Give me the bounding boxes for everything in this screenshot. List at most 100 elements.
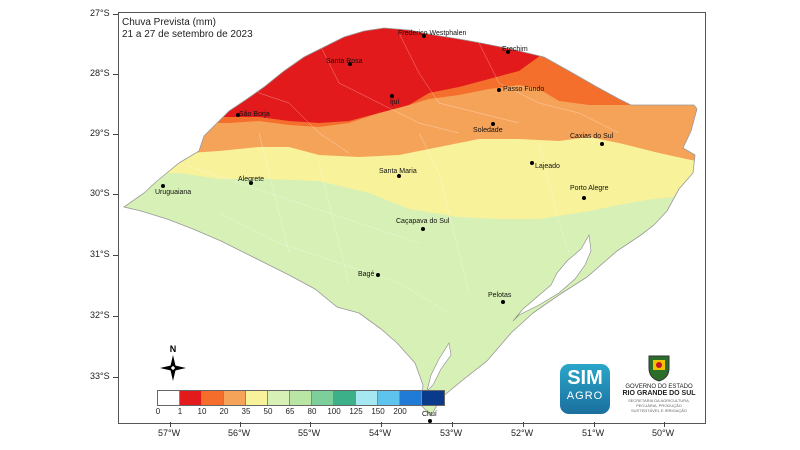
legend-label: 125 xyxy=(349,407,363,416)
lat-tick-mark xyxy=(113,194,118,195)
lon-tick-label: 56°W xyxy=(228,428,251,438)
city-label: Uruguaiana xyxy=(155,189,192,196)
legend-swatch xyxy=(422,391,444,405)
city-marker xyxy=(249,181,253,185)
city-marker xyxy=(501,300,505,304)
city-label: Alegrete xyxy=(238,176,265,183)
city-label: Santa Maria xyxy=(379,168,417,175)
lat-tick-mark xyxy=(113,255,118,256)
legend-label: 100 xyxy=(327,407,341,416)
city-marker xyxy=(506,50,510,54)
lon-tick-mark xyxy=(452,422,453,427)
city-label: Lajeado xyxy=(535,163,560,170)
logo-line2: AGRO xyxy=(566,390,604,402)
city-marker xyxy=(491,122,495,126)
lon-tick-mark xyxy=(664,422,665,427)
legend-swatch xyxy=(224,391,246,405)
title-line2: 21 a 27 de setembro de 2023 xyxy=(122,29,253,40)
legend-swatch xyxy=(356,391,378,405)
city-label: Passo Fundo xyxy=(503,86,545,93)
lon-tick-mark xyxy=(594,422,595,427)
lon-tick-mark xyxy=(170,422,171,427)
city-marker xyxy=(376,273,380,277)
lat-tick-mark xyxy=(113,134,118,135)
lat-tick-label: 33°S xyxy=(90,371,110,381)
legend-label: 20 xyxy=(219,407,229,416)
legend-swatch xyxy=(290,391,312,405)
lon-tick-mark xyxy=(240,422,241,427)
city-marker xyxy=(397,174,401,178)
legend-label: 1 xyxy=(177,407,183,416)
city-label: Caçapava do Sul xyxy=(396,218,450,225)
rs-map xyxy=(123,27,698,417)
city-marker xyxy=(161,184,165,188)
lon-tick-label: 57°W xyxy=(158,428,181,438)
city-label: Ijuí xyxy=(390,99,400,106)
north-arrow-icon: N xyxy=(160,344,186,381)
legend-swatch xyxy=(378,391,400,405)
city-marker xyxy=(421,227,425,231)
legend-swatch xyxy=(334,391,356,405)
city-label: Erechim xyxy=(502,46,528,53)
lon-tick-label: 51°W xyxy=(582,428,605,438)
lat-tick-label: 30°S xyxy=(90,188,110,198)
city-marker xyxy=(428,419,432,423)
lon-tick-label: 54°W xyxy=(369,428,392,438)
legend-label: 80 xyxy=(307,407,317,416)
lat-tick-mark xyxy=(113,74,118,75)
city-marker xyxy=(600,142,604,146)
government-logo: GOVERNO DO ESTADO RIO GRANDE DO SUL SECR… xyxy=(622,352,696,413)
lagoa-dos-patos xyxy=(512,234,592,322)
lon-tick-mark xyxy=(523,422,524,427)
title-line1: Chuva Prevista (mm) xyxy=(122,17,216,28)
legend-swatch xyxy=(312,391,334,405)
logo-line1: SIM xyxy=(567,367,603,389)
lat-tick-label: 31°S xyxy=(90,249,110,259)
legend-swatch xyxy=(400,391,422,405)
city-label: Soledade xyxy=(473,127,503,134)
legend-swatch xyxy=(158,391,180,405)
gov-line3: SECRETARIA DA AGRICULTURA, PECUÁRIA, PRO… xyxy=(628,398,690,413)
legend-swatch xyxy=(268,391,290,405)
lon-tick-label: 50°W xyxy=(652,428,675,438)
city-marker xyxy=(530,161,534,165)
legend-label: 35 xyxy=(241,407,251,416)
lat-tick-label: 28°S xyxy=(90,68,110,78)
legend-label: 200 xyxy=(393,407,407,416)
city-label: São Borja xyxy=(239,111,270,118)
city-label: Frederico Westphalen xyxy=(398,30,467,37)
city-label: Porto Alegre xyxy=(570,185,609,192)
map-title: Chuva Prevista (mm) 21 a 27 de setembro … xyxy=(122,17,253,41)
rs-coat-of-arms-icon xyxy=(648,355,670,382)
legend-label: 65 xyxy=(285,407,295,416)
legend-label: 10 xyxy=(197,407,207,416)
lat-tick-label: 32°S xyxy=(90,310,110,320)
lon-tick-label: 55°W xyxy=(298,428,321,438)
city-label: Bagé xyxy=(358,271,375,278)
lat-tick-mark xyxy=(113,316,118,317)
legend-swatch xyxy=(180,391,202,405)
legend-swatch xyxy=(246,391,268,405)
lon-tick-mark xyxy=(381,422,382,427)
map-frame xyxy=(118,12,706,424)
city-label: Pelotas xyxy=(488,292,512,299)
city-label: Santa Rosa xyxy=(326,58,363,65)
city-marker xyxy=(390,94,394,98)
lat-tick-label: 27°S xyxy=(90,8,110,18)
north-letter: N xyxy=(170,344,177,354)
lat-tick-label: 29°S xyxy=(90,128,110,138)
precip-legend xyxy=(157,390,445,406)
city-marker xyxy=(422,34,426,38)
sim-agro-logo: SIM AGRO xyxy=(560,364,610,414)
city-marker xyxy=(582,196,586,200)
legend-label: 50 xyxy=(263,407,273,416)
gov-line1: GOVERNO DO ESTADO xyxy=(625,384,693,390)
city-marker xyxy=(497,88,501,92)
lon-tick-mark xyxy=(310,422,311,427)
city-marker xyxy=(348,62,352,66)
lon-tick-label: 52°W xyxy=(511,428,534,438)
legend-label: 0 xyxy=(155,407,161,416)
city-marker xyxy=(236,113,240,117)
gov-line2: RIO GRANDE DO SUL xyxy=(622,390,696,397)
lat-tick-mark xyxy=(113,14,118,15)
